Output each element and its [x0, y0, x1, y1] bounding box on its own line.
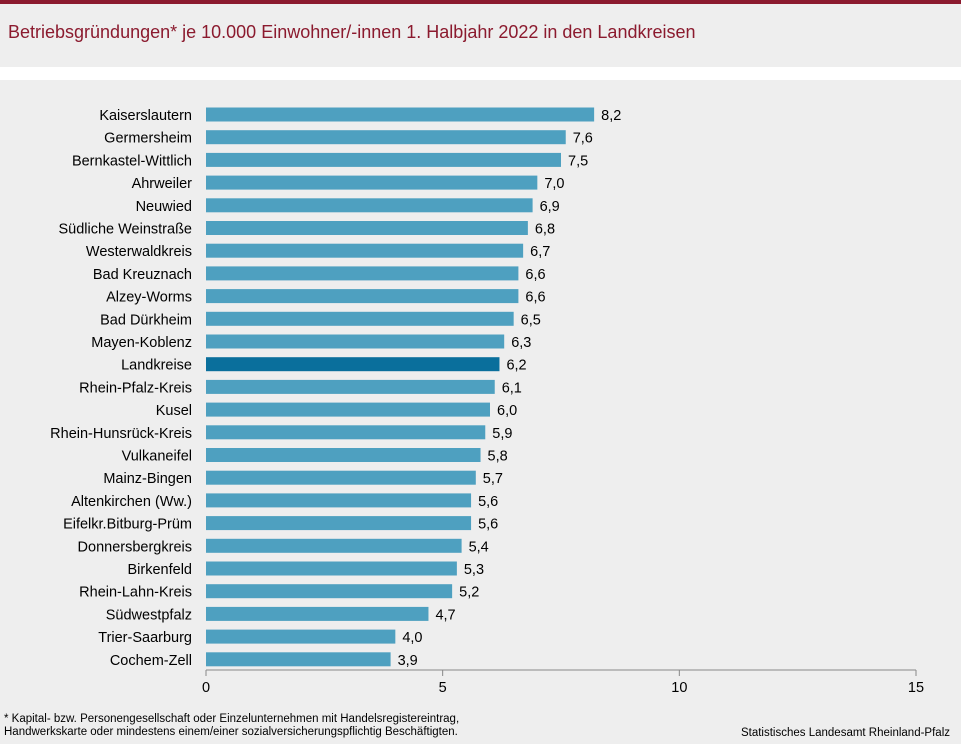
category-label: Ahrweiler	[132, 176, 193, 192]
category-label: Rhein-Pfalz-Kreis	[79, 380, 192, 396]
category-label: Mayen-Koblenz	[91, 335, 192, 351]
footnote-line-1: * Kapital- bzw. Personengesellschaft ode…	[4, 713, 460, 725]
category-label: Trier-Saarburg	[98, 630, 192, 646]
value-label: 6,3	[511, 335, 531, 351]
chart-title: Betriebsgründungen* je 10.000 Einwohner/…	[8, 22, 696, 42]
bar	[206, 289, 519, 304]
category-label: Südliche Weinstraße	[58, 222, 192, 238]
bar	[206, 425, 486, 440]
bar	[206, 516, 472, 531]
footnote: * Kapital- bzw. Personengesellschaft ode…	[4, 713, 459, 739]
value-label: 6,6	[525, 267, 545, 283]
value-label: 6,2	[506, 358, 526, 374]
bar	[206, 107, 595, 122]
value-label: 6,8	[535, 222, 555, 238]
category-label: Alzey-Worms	[106, 290, 192, 306]
value-label: 7,6	[573, 131, 593, 147]
bar	[206, 243, 524, 258]
x-tick-label: 5	[439, 680, 447, 696]
bar	[206, 175, 538, 190]
category-label: Rhein-Lahn-Kreis	[79, 585, 192, 601]
value-label: 5,7	[483, 471, 503, 487]
source-credit: Statistisches Landesamt Rheinland-Pfalz	[740, 727, 950, 739]
category-label: Germersheim	[104, 131, 192, 147]
category-label: Bad Dürkheim	[100, 312, 192, 328]
bar	[206, 606, 429, 621]
bar	[206, 379, 495, 394]
value-label: 5,3	[464, 562, 484, 578]
value-label: 4,0	[402, 630, 422, 646]
category-label: Rhein-Hunsrück-Kreis	[50, 426, 192, 442]
bar	[206, 221, 528, 235]
bar	[206, 470, 476, 485]
bar	[206, 198, 533, 213]
value-label: 5,4	[469, 539, 489, 555]
category-label: Kusel	[156, 403, 192, 419]
bar	[206, 266, 519, 281]
bar	[206, 561, 457, 576]
bar	[206, 130, 566, 145]
category-label: Westerwaldkreis	[86, 244, 192, 260]
value-label: 7,5	[568, 153, 588, 169]
x-tick-label: 15	[908, 680, 924, 696]
value-label: 5,6	[478, 517, 498, 533]
bar	[206, 538, 462, 553]
x-tick-label: 10	[671, 680, 687, 696]
value-label: 3,9	[398, 653, 418, 669]
value-label: 6,0	[497, 403, 517, 419]
category-label: Birkenfeld	[128, 562, 192, 578]
top-accent-bar	[0, 0, 961, 4]
category-label: Mainz-Bingen	[103, 471, 192, 487]
bar	[206, 402, 490, 417]
value-label: 6,9	[540, 199, 560, 215]
x-tick-label: 0	[202, 680, 210, 696]
bar	[206, 629, 396, 644]
category-label: Vulkaneifel	[122, 449, 192, 465]
bar	[206, 584, 453, 599]
category-label: Kaiserslautern	[99, 108, 192, 124]
category-label: Neuwied	[136, 199, 192, 215]
bar	[206, 448, 481, 462]
bar	[206, 652, 391, 667]
footnote-line-2: Handwerkskarte oder mindestens einem/ein…	[4, 726, 458, 738]
value-label: 6,6	[525, 290, 545, 306]
category-label: Bad Kreuznach	[93, 267, 192, 283]
value-label: 5,6	[478, 494, 498, 510]
value-label: 4,7	[435, 607, 455, 623]
value-label: 6,7	[530, 244, 550, 260]
category-label: Südwestpfalz	[106, 607, 192, 623]
value-label: 5,9	[492, 426, 512, 442]
value-label: 6,5	[521, 312, 541, 328]
title-divider	[0, 67, 961, 80]
category-label: Cochem-Zell	[110, 653, 192, 669]
category-label: Bernkastel-Wittlich	[72, 153, 192, 169]
value-label: 7,0	[544, 176, 564, 192]
bar	[206, 493, 472, 508]
value-label: 6,1	[502, 380, 522, 396]
bar	[206, 152, 561, 167]
value-label: 5,8	[488, 449, 508, 465]
bar-chart: Kaiserslautern 8,2 Germersheim 7,6 Bernkaste…	[50, 107, 924, 696]
category-label: Landkreise	[121, 358, 192, 374]
category-label: Donnersbergkreis	[78, 539, 192, 555]
value-label: 8,2	[601, 108, 621, 124]
bar	[206, 311, 514, 326]
value-label: 5,2	[459, 585, 479, 601]
bar	[206, 334, 505, 349]
bar-highlight	[206, 357, 500, 372]
category-label: Eifelkr.Bitburg-Prüm	[63, 517, 192, 533]
category-label: Altenkirchen (Ww.)	[71, 494, 192, 510]
